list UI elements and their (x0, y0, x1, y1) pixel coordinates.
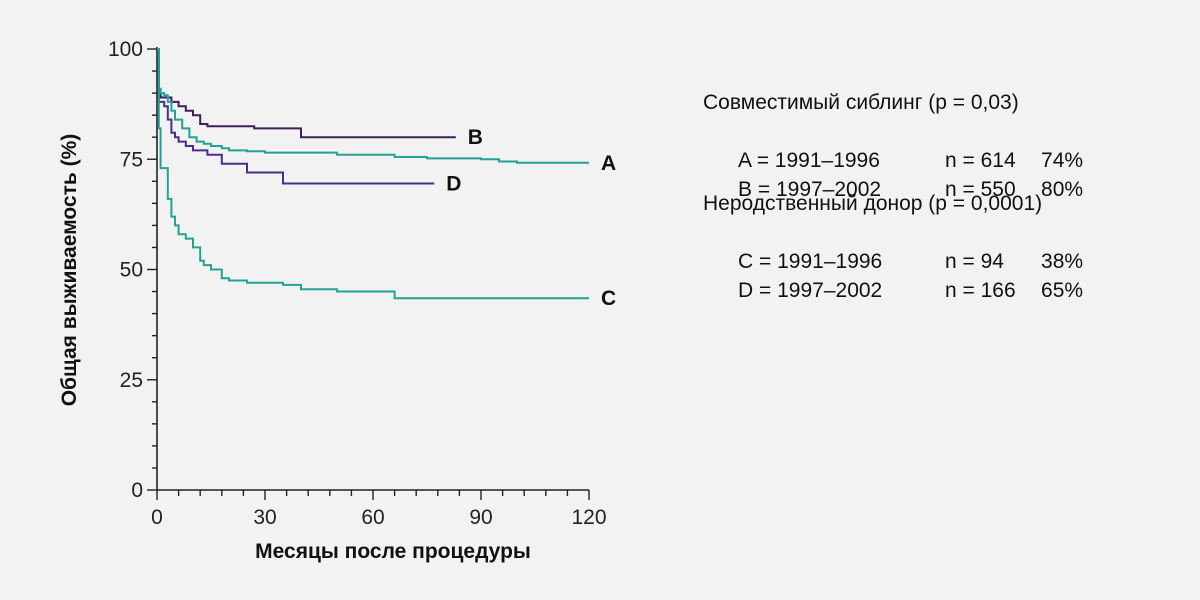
legend-row-pct: 65% (1041, 279, 1084, 302)
y-tick-label: 100 (108, 38, 143, 61)
curve-label-b: B (468, 126, 483, 149)
legend-row-pct: 38% (1041, 250, 1084, 273)
curve-label-c: C (601, 287, 616, 310)
chart-axes: 0 25 50 75 100 0 30 60 90 120 (108, 38, 607, 529)
y-tick-label: 0 (131, 479, 143, 502)
x-tick-label: 30 (253, 506, 276, 529)
x-tick-label: 120 (571, 506, 606, 529)
legend-row-c: C = 1991–1996 n = 94 38% (703, 218, 1083, 273)
legend-row-n: n = 550 (945, 178, 1016, 201)
survival-chart: 0 25 50 75 100 0 30 60 90 120 B A D C Месяцы после п… (58, 38, 616, 563)
legend-row-name: D = 1997–2002 (738, 279, 883, 302)
legend-group-unrelated: Неродственный донор (p = 0,0001) C = 199… (703, 189, 1083, 302)
legend-row-name: C = 1991–1996 (738, 250, 883, 273)
legend-group-title: Неродственный донор (p = 0,0001) (703, 192, 1043, 215)
survival-curves (157, 48, 589, 300)
legend-row-name: B = 1997–2002 (738, 178, 882, 201)
legend-row-b: B = 1997–2002 n = 550 80% (703, 146, 1083, 201)
survival-curve-c (157, 48, 589, 300)
legend-row-name: A = 1991–1996 (738, 149, 880, 172)
legend-group-sibling: Совместимый сиблинг (p = 0,03) A = 1991–… (703, 88, 1083, 201)
legend-row-n: n = 614 (945, 149, 1016, 172)
y-tick-label: 75 (120, 148, 143, 171)
legend-row-a: A = 1991–1996 n = 614 74% (703, 117, 1083, 172)
legend-row-d: D = 1997–2002 n = 166 65% (703, 247, 1083, 302)
legend-group-title: Совместимый сиблинг (p = 0,03) (703, 91, 1019, 114)
legend-row-n: n = 166 (945, 279, 1016, 302)
curve-labels: B A D C (446, 126, 616, 310)
curve-label-a: A (601, 152, 616, 175)
x-tick-label: 0 (151, 506, 163, 529)
x-tick-label: 60 (361, 506, 384, 529)
survival-curve-d (157, 48, 435, 185)
y-tick-label: 25 (120, 369, 143, 392)
legend: Совместимый сиблинг (p = 0,03) A = 1991–… (703, 88, 1083, 302)
legend-row-pct: 80% (1041, 178, 1084, 201)
survival-curve-a (157, 48, 589, 164)
survival-curve-b (157, 48, 456, 139)
y-axis-title: Общая выживаемость (%) (58, 134, 81, 407)
curve-label-d: D (446, 173, 461, 196)
legend-row-pct: 74% (1041, 149, 1084, 172)
x-tick-label: 90 (469, 506, 492, 529)
legend-row-n: n = 94 (945, 250, 1004, 273)
x-axis-title: Месяцы после процедуры (255, 540, 531, 563)
y-tick-label: 50 (120, 259, 143, 282)
